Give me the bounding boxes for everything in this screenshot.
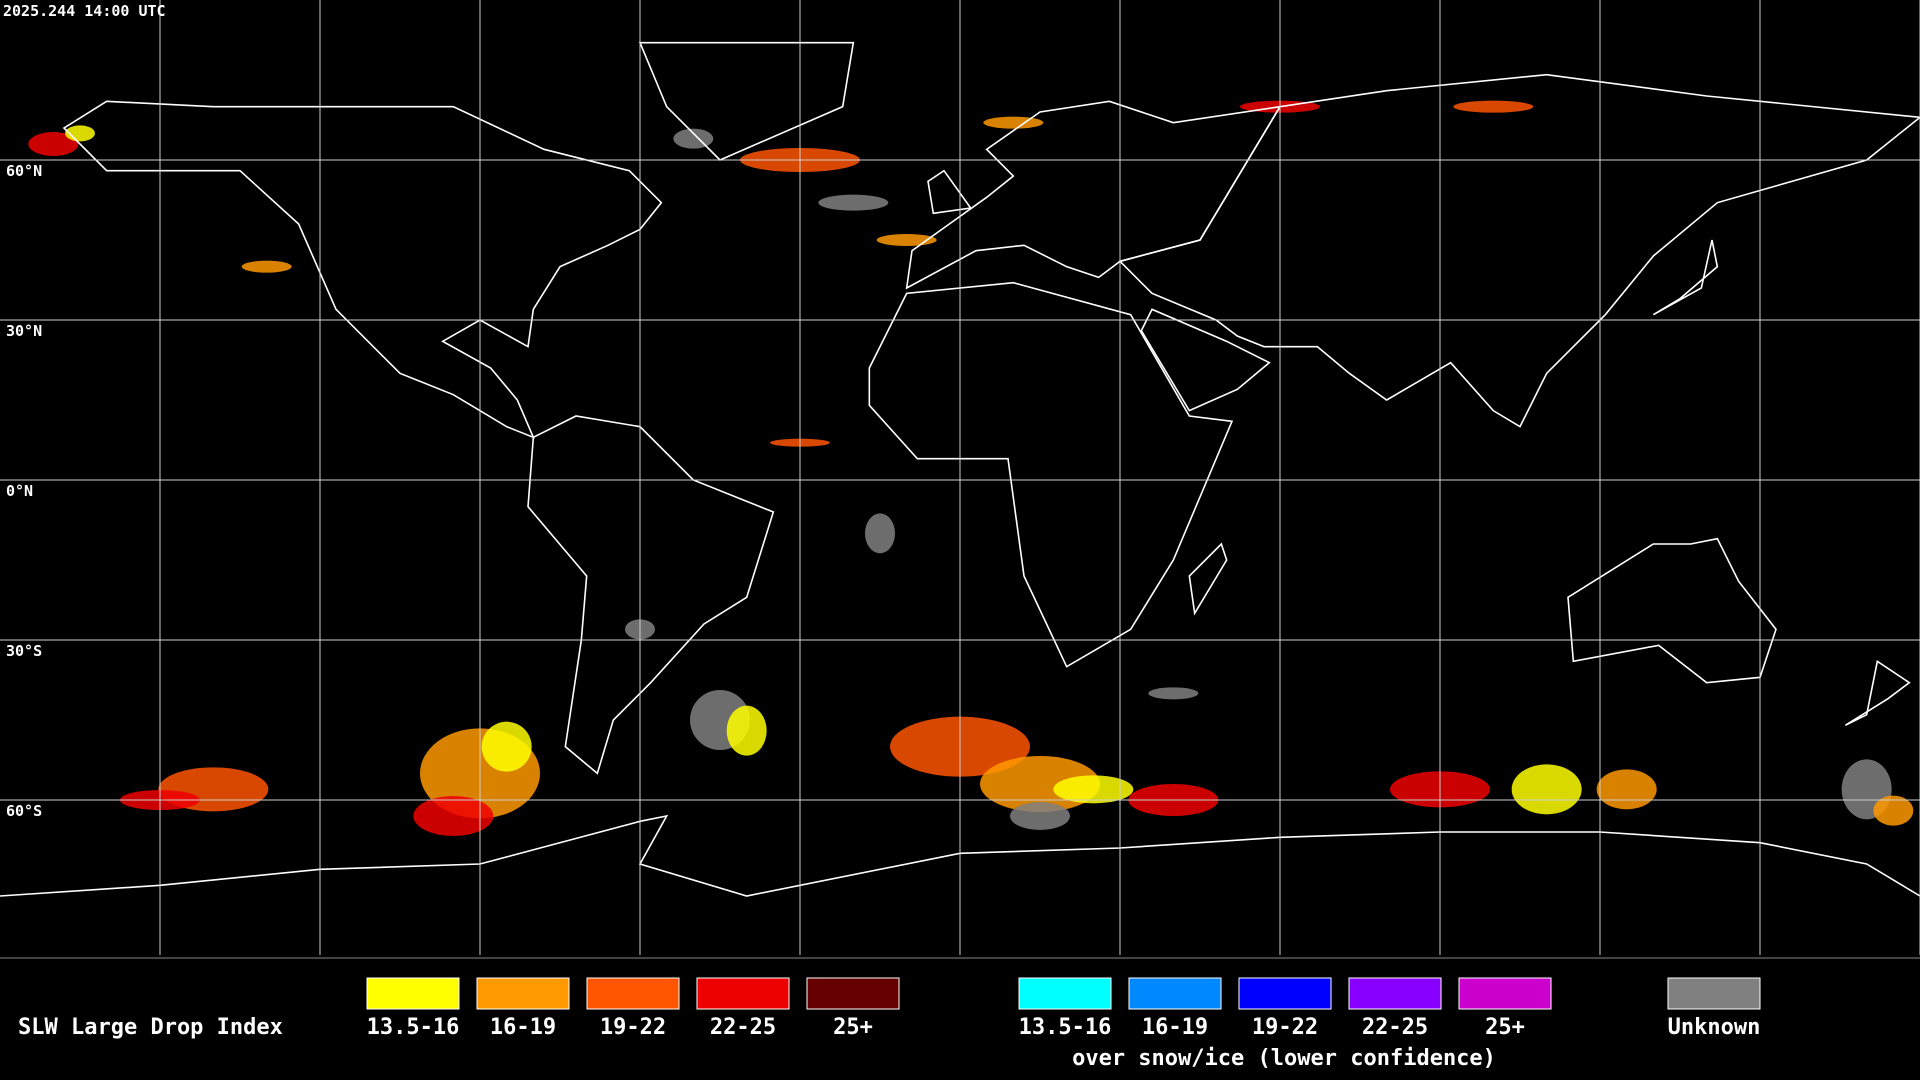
legend-label: 22-25 [710,1015,776,1040]
latitude-label: 30°S [6,642,42,660]
data-patch [1873,795,1914,826]
legend-label: 19-22 [1252,1015,1318,1040]
data-patch [28,132,79,156]
legend-label: 25+ [1485,1015,1525,1040]
data-patch [865,513,895,554]
legend-swatch [696,977,790,1010]
legend-swatch [1348,977,1442,1010]
latitude-label: 30°N [6,322,42,340]
legend-label: 13.5-16 [367,1015,460,1040]
coastline [1652,239,1719,316]
coastline [905,100,1282,290]
legend-swatch [1667,977,1761,1010]
coastline [1844,660,1911,727]
timestamp: 2025.244 14:00 UTC [3,2,166,20]
legend-label: 25+ [833,1015,873,1040]
coastline [1118,73,1920,428]
data-patch [1453,100,1534,113]
legend-label: 13.5-16 [1019,1015,1112,1040]
data-patch [1010,802,1070,830]
legend-label: 16-19 [1142,1015,1208,1040]
legend-note: over snow/ice (lower confidence) [1072,1046,1496,1071]
legend-label: 22-25 [1362,1015,1428,1040]
coastline [868,281,1234,668]
legend-swatch [806,977,900,1010]
data-patch [1596,769,1657,810]
coastline [527,415,775,775]
legend-swatch [1238,977,1332,1010]
latitude-label: 60°S [6,802,42,820]
legend-label: 16-19 [490,1015,556,1040]
latitude-label: 0°N [6,482,33,500]
legend-label: 19-22 [600,1015,666,1040]
data-patch [983,116,1044,129]
legend-label: Unknown [1668,1015,1761,1040]
data-patch [413,796,494,836]
data-patch [818,194,889,211]
coastline [1567,537,1777,684]
data-patch [1148,687,1199,700]
coastline [927,169,973,215]
legend-swatch [1458,977,1552,1010]
data-patch [1511,764,1582,815]
data-patch [1053,775,1134,804]
coastline [1188,542,1228,616]
legend-swatch [1018,977,1112,1010]
data-patch [481,721,532,772]
data-patches [28,100,1914,836]
coastlines [0,41,1920,897]
legend-swatch [1128,977,1222,1010]
legend-swatch [476,977,570,1010]
coastline [638,41,855,161]
data-patch [726,705,767,756]
latitude-label: 60°N [6,162,42,180]
data-patch [241,260,292,273]
coastline [1140,308,1271,412]
graticule [0,0,1920,955]
data-patch [673,128,714,149]
legend-swatch [586,977,680,1010]
legend-swatch [366,977,460,1010]
coastline [0,814,1920,897]
legend-title: SLW Large Drop Index [18,1015,283,1040]
